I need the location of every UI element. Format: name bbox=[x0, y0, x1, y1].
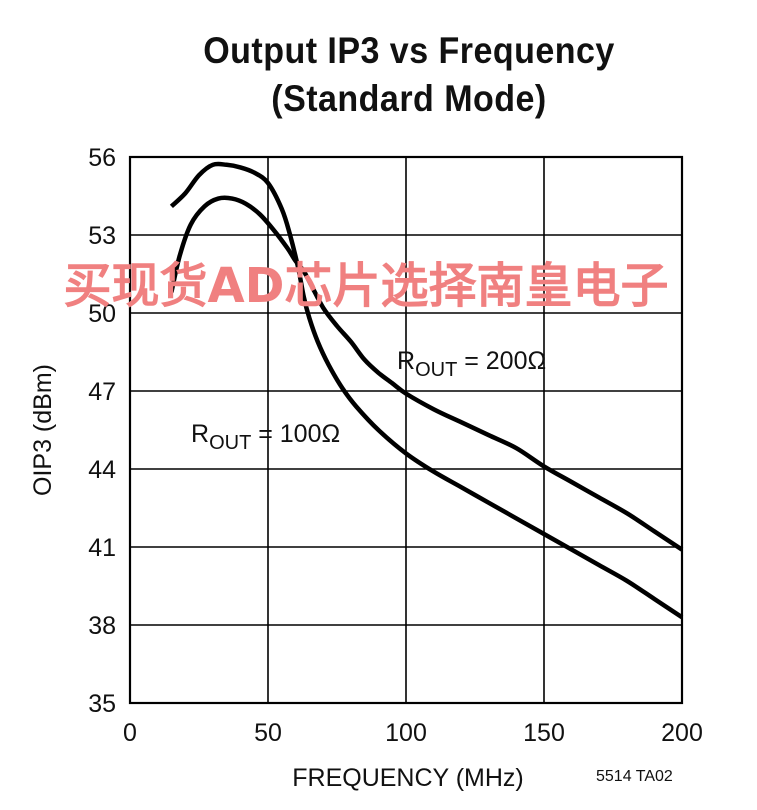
figure-code: 5514 TA02 bbox=[596, 768, 673, 785]
x-tick-label: 100 bbox=[385, 719, 427, 747]
x-tick-label: 0 bbox=[123, 719, 137, 747]
series-label-rout-100: ROUT = 100Ω bbox=[191, 420, 340, 454]
x-tick-label: 50 bbox=[254, 719, 282, 747]
series-line-rout-200 bbox=[169, 195, 684, 552]
plot-frame bbox=[128, 155, 684, 705]
x-tick-label: 200 bbox=[661, 719, 703, 747]
y-tick-label: 50 bbox=[88, 300, 116, 328]
x-tick-label: 150 bbox=[523, 719, 565, 747]
chart-subtitle: (Standard Mode) bbox=[271, 78, 547, 119]
y-tick-label: 44 bbox=[88, 456, 116, 484]
chart-title: Output IP3 vs Frequency bbox=[203, 30, 615, 71]
y-tick-label: 38 bbox=[88, 612, 116, 640]
series-line-rout-100 bbox=[169, 161, 684, 620]
y-tick-label: 56 bbox=[88, 144, 116, 172]
watermark-text: 买现货AD芯片选择南皇电子 bbox=[64, 258, 669, 314]
y-tick-label: 47 bbox=[88, 378, 116, 406]
series-label-rout-200: ROUT = 200Ω bbox=[397, 347, 546, 381]
y-axis-label: OIP3 (dBm) bbox=[29, 364, 57, 496]
y-tick-label: 53 bbox=[88, 222, 116, 250]
y-tick-label: 35 bbox=[88, 690, 116, 718]
y-tick-label: 41 bbox=[88, 534, 116, 562]
x-axis-label: FREQUENCY (MHz) bbox=[292, 764, 523, 792]
